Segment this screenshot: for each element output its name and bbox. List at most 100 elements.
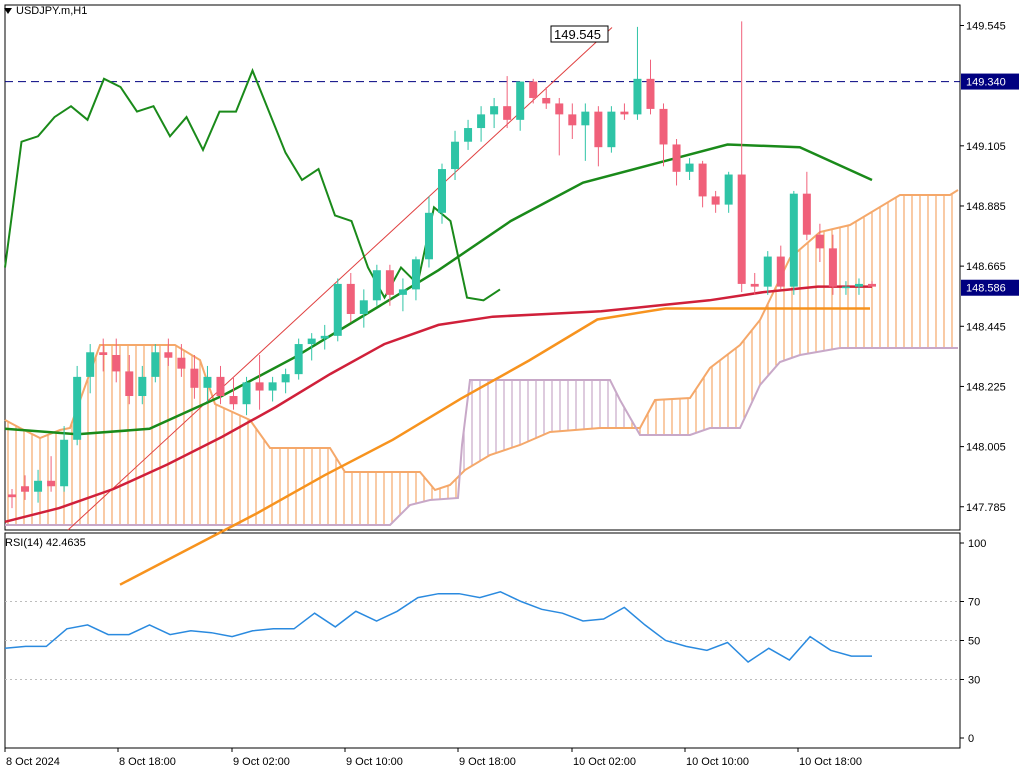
candle-body: [112, 355, 121, 372]
candle-body: [854, 283, 863, 287]
candle-body: [320, 335, 329, 339]
candle-body: [516, 81, 525, 120]
candle-body: [21, 486, 30, 492]
rsi-tick-label: 50: [968, 636, 980, 648]
candle-body: [503, 106, 512, 120]
trendline: [67, 27, 613, 531]
candle-body: [203, 376, 212, 388]
rsi-tick-label: 30: [968, 675, 980, 687]
rsi-tick-label: 70: [968, 597, 980, 609]
trendline-label: 149.545: [554, 27, 601, 42]
candle-body: [438, 169, 446, 213]
candle-body: [555, 103, 564, 115]
candle-body: [607, 111, 616, 148]
candle-body: [73, 376, 82, 440]
candle-body: [464, 128, 473, 142]
time-tick-label: 10 Oct 10:00: [686, 756, 749, 768]
candle-body: [542, 97, 551, 104]
rsi-tick-label: 0: [968, 733, 974, 745]
price-tick-label: 148.225: [966, 381, 1006, 393]
candle-body: [255, 382, 264, 391]
candle-body: [398, 289, 407, 295]
candle-body: [177, 357, 186, 369]
candle-body: [86, 352, 95, 377]
candle-body: [8, 494, 16, 498]
cloud-span-a: [4, 189, 959, 492]
price-tick-label: 147.785: [966, 502, 1006, 514]
trendline-label-box: [550, 25, 609, 43]
candle-body: [333, 283, 342, 336]
rsi-label: RSI(14) 42.4635: [5, 537, 86, 549]
candle-body: [359, 300, 368, 314]
candle-body: [789, 193, 798, 287]
candle-body: [724, 174, 733, 205]
time-tick-label: 9 Oct 02:00: [233, 756, 290, 768]
candle-body: [60, 439, 69, 487]
candle-body: [307, 338, 316, 345]
candle-body: [529, 81, 538, 98]
candle-body: [659, 108, 668, 145]
candle-body: [477, 114, 486, 129]
candle-body: [451, 141, 460, 170]
price-tick-label: 148.665: [966, 261, 1006, 273]
candle-body: [125, 371, 134, 397]
candle-body: [424, 212, 433, 260]
candle-body: [346, 283, 355, 314]
moving-average-red: [4, 285, 872, 524]
candle-body: [34, 480, 43, 492]
candle-body: [490, 106, 499, 115]
dropdown-triangle-icon[interactable]: [4, 8, 12, 14]
candle-body: [685, 163, 694, 172]
level-price-tag-box: [961, 73, 1019, 90]
candle-body: [698, 163, 707, 197]
moving-average-green: [4, 143, 873, 436]
candle-body: [594, 111, 603, 148]
price-pane-frame: [4, 4, 961, 531]
candle-body: [776, 256, 785, 287]
current-price-tag: 148.586: [966, 283, 1006, 295]
candle-body: [385, 270, 394, 295]
candle-body: [281, 374, 290, 383]
cloud-span-b: [5, 347, 958, 526]
candle-body: [151, 352, 160, 377]
candle-body: [372, 270, 381, 301]
candle-body: [672, 144, 681, 172]
candle-body: [229, 396, 238, 405]
candle-body: [294, 344, 303, 375]
candle-body: [190, 368, 199, 388]
rsi-tick-label: 100: [968, 538, 986, 550]
time-tick-label: 10 Oct 18:00: [799, 756, 862, 768]
candle-body: [164, 352, 173, 358]
candle-body: [802, 193, 811, 235]
price-tick-label: 148.445: [966, 321, 1006, 333]
moving-average-orange: [119, 307, 870, 586]
candle-body: [138, 376, 147, 397]
candle-body: [737, 174, 746, 284]
candle-body: [868, 283, 876, 287]
time-tick-label: 9 Oct 18:00: [459, 756, 516, 768]
price-tick-label: 148.005: [966, 442, 1006, 454]
time-tick-label: 9 Oct 10:00: [346, 756, 403, 768]
candle-body: [242, 382, 251, 405]
chart-header: USDJPY.m,H1: [4, 5, 87, 17]
candle-body: [47, 480, 56, 487]
candle-body: [711, 196, 720, 205]
time-tick-label: 8 Oct 2024: [6, 756, 60, 768]
candle-body: [815, 234, 824, 249]
candle-body: [216, 376, 225, 397]
rsi-line: [4, 591, 872, 663]
candle-body: [841, 286, 850, 289]
current-price-tag-box: [961, 279, 1019, 296]
candle-body: [763, 256, 772, 287]
candle-body: [568, 114, 577, 126]
candle-body: [750, 283, 759, 287]
tenkan-line: [4, 67, 501, 302]
price-tick-label: 148.885: [966, 201, 1006, 213]
candle-body: [411, 259, 420, 290]
candle-body: [646, 78, 655, 109]
candle-body: [633, 78, 642, 115]
symbol-label: USDJPY.m,H1: [16, 5, 88, 17]
time-tick-label: 10 Oct 02:00: [573, 756, 636, 768]
candle-body: [828, 248, 837, 287]
